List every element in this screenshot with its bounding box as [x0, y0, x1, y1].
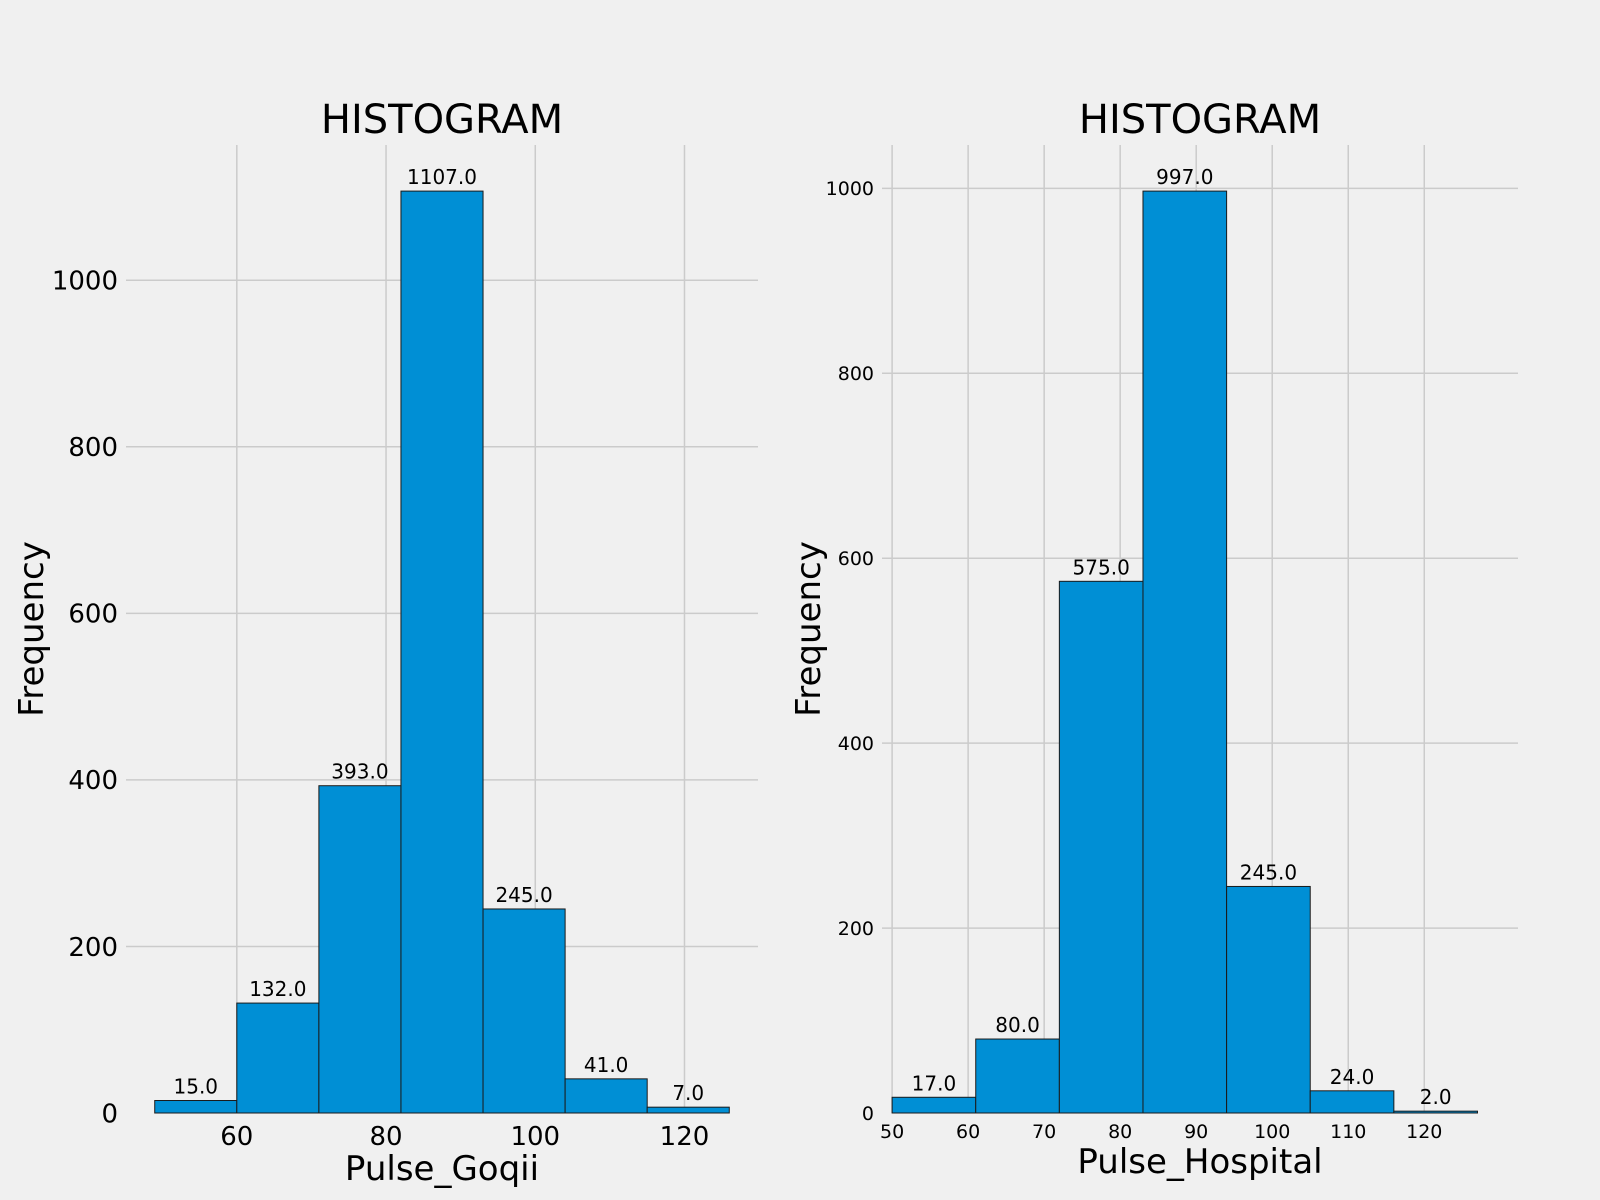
left-y-tick-label: 200	[68, 933, 118, 963]
right-y-tick-label: 200	[838, 918, 874, 940]
right-bar	[891, 1096, 977, 1114]
right-x-tick-label: 80	[1108, 1121, 1132, 1143]
right-bars	[891, 190, 1478, 1114]
right-y-tick-label: 400	[838, 733, 874, 755]
right-x-axis-label: Pulse_Hospital	[1077, 1142, 1322, 1182]
left-histogram: 15.0 132.0 393.0 1107.0 245.0 41.0 7.0 60 80 100…	[12, 97, 758, 1189]
left-x-tick-label: 120	[660, 1122, 710, 1152]
right-bar	[1393, 1110, 1478, 1114]
left-y-tick-label: 0	[101, 1099, 118, 1129]
left-bar	[564, 1078, 648, 1114]
right-histogram: 17.0 80.0 575.0 997.0 245.0 24.0 2.0 50 60 70 80 9…	[789, 97, 1518, 1182]
right-bar-data-label: 575.0	[1073, 555, 1130, 579]
left-bar-data-label: 15.0	[174, 1075, 219, 1099]
right-bar	[1142, 190, 1228, 1114]
right-x-tick-label: 60	[956, 1121, 980, 1143]
left-y-tick-label: 600	[68, 600, 118, 630]
right-bar	[1309, 1090, 1395, 1114]
right-bar	[975, 1038, 1060, 1114]
left-bars	[154, 190, 730, 1114]
right-y-tick-label: 800	[838, 363, 874, 385]
right-x-tick-label: 120	[1406, 1121, 1442, 1143]
right-y-axis-label: Frequency	[789, 541, 829, 717]
left-y-ticks: 0 200 400 600 800 1000	[52, 267, 118, 1130]
left-x-tick-label: 100	[510, 1122, 560, 1152]
right-y-ticks: 0 200 400 600 800 1000	[826, 178, 874, 1125]
right-y-tick-label: 0	[862, 1103, 874, 1125]
left-bar	[400, 190, 484, 1114]
right-bar-data-label: 997.0	[1156, 165, 1213, 189]
right-y-tick-label: 600	[838, 548, 874, 570]
left-x-ticks: 60 80 100 120	[220, 1122, 709, 1152]
right-bar-data-label: 245.0	[1240, 860, 1297, 884]
left-bar-data-label: 1107.0	[407, 165, 477, 189]
left-bar	[236, 1002, 320, 1114]
left-y-tick-label: 1000	[52, 267, 118, 297]
right-bar-data-label: 24.0	[1330, 1065, 1375, 1089]
right-bar-labels: 17.0 80.0 575.0 997.0 245.0 24.0 2.0	[912, 165, 1452, 1109]
left-y-tick-label: 400	[68, 766, 118, 796]
left-bar	[318, 785, 402, 1114]
left-bar-labels: 15.0 132.0 393.0 1107.0 245.0 41.0 7.0	[174, 165, 705, 1105]
left-x-axis-label: Pulse_Goqii	[345, 1149, 539, 1189]
right-bar-data-label: 2.0	[1420, 1085, 1452, 1109]
left-bar-data-label: 132.0	[249, 977, 306, 1001]
right-bar-data-label: 17.0	[912, 1071, 957, 1095]
right-x-ticks: 50 60 70 80 90 100 110 120	[880, 1121, 1442, 1143]
left-bar-data-label: 7.0	[672, 1081, 704, 1105]
left-bar-data-label: 41.0	[584, 1053, 629, 1077]
right-x-tick-label: 70	[1032, 1121, 1056, 1143]
left-bar	[646, 1106, 730, 1114]
right-bar	[1058, 580, 1144, 1114]
left-x-tick-label: 80	[369, 1122, 402, 1152]
right-x-tick-label: 50	[880, 1121, 904, 1143]
right-bar-data-label: 80.0	[995, 1013, 1040, 1037]
left-y-tick-label: 800	[68, 433, 118, 463]
left-bar	[482, 908, 566, 1114]
left-x-tick-label: 60	[220, 1122, 253, 1152]
right-y-tick-label: 1000	[826, 178, 874, 200]
left-chart-title: HISTOGRAM	[321, 97, 563, 143]
right-chart-title: HISTOGRAM	[1079, 97, 1321, 143]
right-x-tick-label: 110	[1330, 1121, 1366, 1143]
left-bar-data-label: 393.0	[331, 760, 388, 784]
left-y-axis-label: Frequency	[12, 541, 52, 717]
left-bar	[154, 1100, 238, 1114]
right-bar	[1226, 885, 1311, 1114]
left-grid	[126, 145, 758, 1113]
right-x-tick-label: 100	[1254, 1121, 1290, 1143]
right-x-tick-label: 90	[1184, 1121, 1208, 1143]
left-bar-data-label: 245.0	[495, 883, 552, 907]
